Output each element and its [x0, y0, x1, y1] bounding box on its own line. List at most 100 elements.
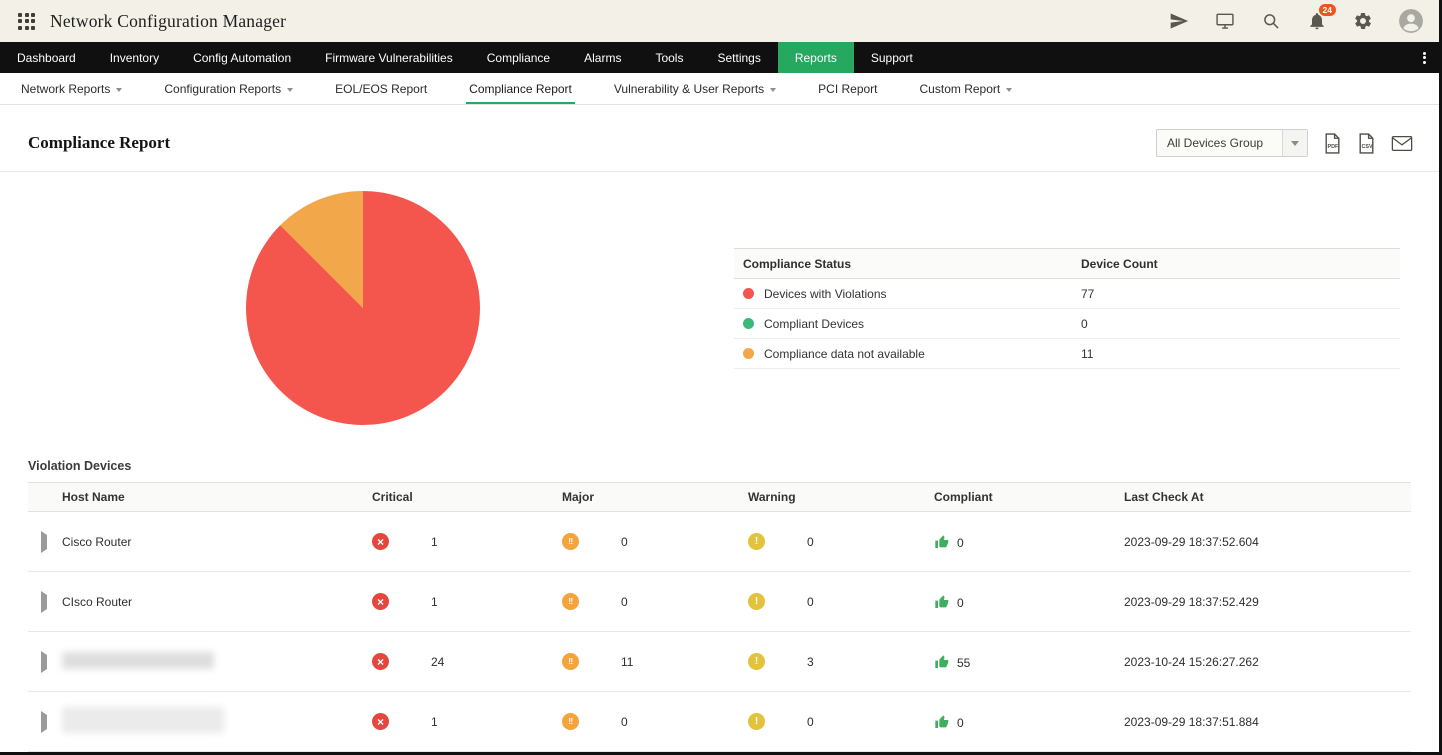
subnav-configuration-reports[interactable]: Configuration Reports	[161, 73, 296, 104]
col-compliant: Compliant	[934, 490, 993, 504]
table-row: CIsco Router × 1 !! 0 ! 0 0 2023-09-29 18:3…	[28, 572, 1411, 632]
critical-icon: ×	[372, 713, 389, 730]
device-group-select-value: All Devices Group	[1167, 136, 1264, 150]
last-check-timestamp: 2023-10-24 15:26:27.262	[1124, 654, 1259, 669]
major-icon: !!	[562, 593, 579, 610]
critical-count: 24	[431, 654, 445, 669]
warning-count: 0	[807, 714, 814, 729]
subnav-pci-report[interactable]: PCI Report	[818, 81, 878, 96]
legend-header-status: Compliance Status	[743, 256, 852, 271]
nav-item-compliance[interactable]: Compliance	[486, 50, 551, 65]
col-last-check: Last Check At	[1124, 490, 1204, 504]
host-name: CIsco Router	[62, 594, 133, 609]
major-icon: !!	[562, 713, 579, 730]
chevron-down-icon	[1006, 87, 1013, 92]
csv-export-icon[interactable]: CSV	[1357, 132, 1376, 154]
no-data-dot-icon	[743, 348, 754, 359]
compliant-count: 0	[1081, 316, 1088, 331]
subnav-vulnerability-user-reports[interactable]: Vulnerability & User Reports	[611, 73, 779, 104]
col-critical: Critical	[372, 490, 413, 504]
expand-caret-icon[interactable]	[41, 710, 47, 733]
app-launcher-icon[interactable]	[18, 12, 35, 30]
thumbs-up-icon	[935, 594, 949, 608]
thumbs-up-icon	[935, 654, 949, 668]
redacted-host-name	[62, 651, 214, 669]
nav-item-dashboard[interactable]: Dashboard	[17, 50, 76, 65]
critical-count: 1	[431, 714, 438, 729]
search-icon[interactable]	[1261, 11, 1281, 31]
violations-dot-icon	[743, 288, 754, 299]
subnav-eol-eos-report[interactable]: EOL/EOS Report	[335, 81, 428, 96]
major-icon: !!	[562, 533, 579, 550]
notifications-bell-icon[interactable]: 24	[1307, 4, 1336, 31]
critical-count: 1	[431, 534, 438, 549]
app-title: Network Configuration Manager	[50, 10, 287, 31]
violations-count: 77	[1081, 286, 1095, 301]
col-warning: Warning	[748, 490, 796, 504]
redacted-host-name	[62, 707, 224, 733]
subnav-network-reports[interactable]: Network Reports	[18, 73, 125, 104]
pdf-export-icon[interactable]: PDF	[1323, 132, 1342, 154]
nav-item-config-automation[interactable]: Config Automation	[193, 50, 292, 65]
critical-icon: ×	[372, 593, 389, 610]
nav-item-inventory[interactable]: Inventory	[109, 50, 160, 65]
compliance-pie-chart[interactable]	[246, 191, 480, 425]
thumbs-up-icon	[935, 534, 949, 548]
send-feedback-icon[interactable]	[1169, 11, 1189, 31]
warning-count: 0	[807, 594, 814, 609]
svg-text:PDF: PDF	[1327, 144, 1339, 150]
page-header: Compliance Report All Devices Group PDF …	[0, 105, 1439, 171]
nav-item-reports[interactable]: Reports	[777, 42, 854, 73]
nav-item-settings[interactable]: Settings	[717, 50, 761, 65]
expand-caret-icon[interactable]	[41, 530, 47, 553]
host-name: Cisco Router	[62, 534, 132, 549]
subnav-compliance-report[interactable]: Compliance Report	[466, 73, 575, 104]
compliant-dot-icon	[743, 318, 754, 329]
settings-gear-icon[interactable]	[1353, 11, 1373, 31]
select-caret-icon	[1282, 130, 1307, 156]
major-count: 0	[621, 594, 628, 609]
warning-icon: !	[748, 533, 765, 550]
last-check-timestamp: 2023-09-29 18:37:52.429	[1124, 594, 1259, 609]
last-check-timestamp: 2023-09-29 18:37:52.604	[1124, 534, 1259, 549]
nav-item-firmware-vulnerabilities[interactable]: Firmware Vulnerabilities	[325, 50, 453, 65]
remote-monitor-icon[interactable]	[1215, 11, 1235, 31]
warning-icon: !	[748, 653, 765, 670]
warning-icon: !	[748, 713, 765, 730]
chevron-down-icon	[287, 87, 294, 92]
compliant-count: 0	[957, 595, 964, 610]
subnav-custom-report[interactable]: Custom Report	[917, 73, 1016, 104]
notification-count-badge: 24	[1318, 4, 1336, 17]
table-row: × 24 !! 11 ! 3 55 2023-10-24 15:26:27.262	[28, 632, 1411, 692]
nav-overflow-menu-icon[interactable]	[1410, 42, 1439, 73]
compliance-chart-section: Compliance Status Device Count Devices w…	[0, 172, 1439, 452]
warning-count: 3	[807, 654, 814, 669]
violation-devices-table: Host Name Critical Major Warning Complia…	[28, 482, 1411, 752]
expand-caret-icon[interactable]	[41, 650, 47, 673]
warning-icon: !	[748, 593, 765, 610]
major-icon: !!	[562, 653, 579, 670]
critical-icon: ×	[372, 653, 389, 670]
reports-subnav: Network Reports Configuration Reports EO…	[0, 73, 1439, 105]
user-avatar[interactable]	[1399, 9, 1423, 33]
email-report-icon[interactable]	[1391, 135, 1413, 152]
top-app-bar: Network Configuration Manager 24	[0, 0, 1439, 42]
table-row: × 1 !! 0 ! 0 0 2023-09-29 18:37:51.884	[28, 692, 1411, 752]
last-check-timestamp: 2023-09-29 18:37:51.884	[1124, 714, 1259, 729]
table-row: Cisco Router × 1 !! 0 ! 0 0 2023-09-29 18:3…	[28, 512, 1411, 572]
expand-caret-icon[interactable]	[41, 590, 47, 613]
chevron-down-icon	[116, 87, 123, 92]
legend-row: Compliant Devices 0	[734, 309, 1400, 339]
legend-row: Compliance data not available 11	[734, 339, 1400, 369]
col-major: Major	[562, 490, 595, 504]
device-group-select[interactable]: All Devices Group	[1156, 129, 1308, 157]
major-count: 0	[621, 714, 628, 729]
warning-count: 0	[807, 534, 814, 549]
compliant-count: 55	[957, 655, 971, 670]
nav-item-support[interactable]: Support	[870, 50, 913, 65]
no-data-count: 11	[1081, 346, 1094, 361]
col-host-name: Host Name	[62, 490, 125, 504]
critical-icon: ×	[372, 533, 389, 550]
nav-item-alarms[interactable]: Alarms	[584, 50, 622, 65]
nav-item-tools[interactable]: Tools	[655, 50, 684, 65]
